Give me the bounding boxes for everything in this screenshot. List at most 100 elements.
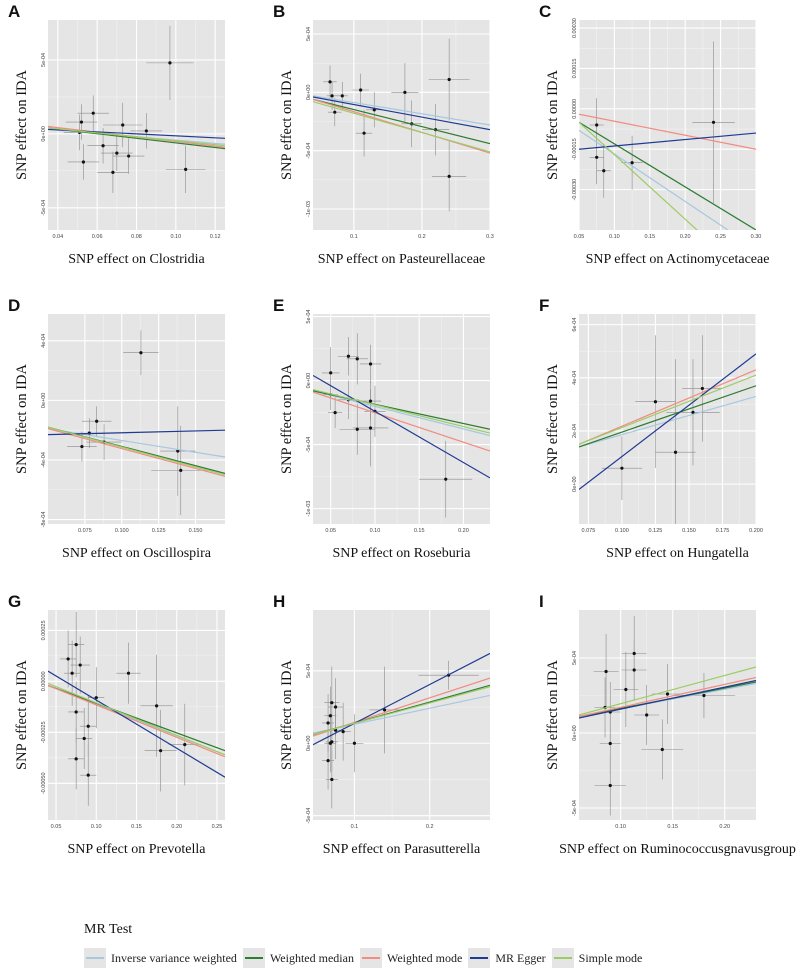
- x-tick-label-g: 0.10: [91, 824, 102, 830]
- legend-key-mr-egger: [468, 948, 491, 968]
- y-tick-label-e: 5e-04: [306, 310, 312, 324]
- data-point: [328, 714, 332, 718]
- gridlines-d: [48, 314, 225, 524]
- x-tick-label-b: 0.3: [486, 234, 494, 240]
- line-weighted-mode: [579, 113, 756, 150]
- y-tick-label-g: -0.00025: [41, 721, 47, 743]
- y-axis-label-b: SNP effect on IDA: [279, 70, 295, 180]
- data-point: [352, 741, 357, 745]
- data-point: [346, 354, 350, 358]
- legend-item-simple-mode: Simple mode: [551, 948, 642, 968]
- legend-key-ivw: [84, 948, 106, 968]
- y-tick-label-i: -5e-04: [572, 800, 578, 816]
- line-weighted-mode: [313, 391, 490, 452]
- y-axis-label-e: SNP effect on IDA: [279, 364, 295, 474]
- y-tick-label-c: 0.00000: [572, 99, 578, 119]
- line-mr-egger: [48, 429, 225, 436]
- legend-item-weighted-mode: Weighted mode: [359, 948, 462, 968]
- y-tick-label-b: -5e-04: [306, 143, 312, 159]
- line-mr-egger: [313, 96, 490, 131]
- legend-key-weighted-median: [242, 948, 265, 968]
- data-point: [368, 426, 373, 430]
- legend-item-mr-egger: MR Egger: [468, 948, 546, 968]
- x-axis-label-c: SNP effect on Actinomycetaceae: [586, 252, 770, 267]
- line-simple-mode: [313, 388, 490, 434]
- x-tick-label-d: 0.075: [78, 528, 92, 534]
- line-simple-mode: [579, 666, 756, 716]
- line-simple-mode: [313, 686, 490, 736]
- data-point: [653, 400, 658, 404]
- regression-lines-a: [48, 125, 225, 150]
- line-mr-egger: [579, 679, 756, 719]
- y-tick-label-a: -5e-04: [41, 200, 47, 216]
- line-simple-mode: [48, 682, 225, 756]
- data-point: [328, 80, 332, 84]
- gridlines-a: [48, 20, 225, 230]
- points-g: [60, 612, 201, 806]
- x-tick-label-d: 0.100: [115, 528, 129, 534]
- data-point: [355, 357, 359, 361]
- line-simple-mode: [579, 374, 756, 445]
- line-mr-egger: [579, 353, 756, 490]
- y-tick-label-g: -0.00050: [41, 772, 47, 794]
- x-axis-label-i: SNP effect on Ruminococcusgnavusgroup: [559, 842, 796, 857]
- y-tick-label-d: 4e-04: [41, 334, 47, 348]
- data-point: [144, 129, 148, 133]
- points-i: [593, 616, 736, 816]
- points-f: [601, 335, 723, 524]
- x-axis-label-e: SNP effect on Roseburia: [332, 546, 471, 561]
- y-tick-label-a: 5e-04: [41, 53, 47, 67]
- data-point: [94, 696, 98, 700]
- data-point: [184, 167, 188, 171]
- x-tick-label-h: 0.2: [426, 824, 434, 830]
- y-tick-label-d: -8e-04: [41, 512, 47, 528]
- data-point: [333, 110, 337, 114]
- x-axis-label-a: SNP effect on Clostridia: [68, 252, 205, 267]
- panel-letter-b: B: [273, 2, 285, 21]
- x-tick-label-f: 0.100: [615, 528, 629, 534]
- points-d: [67, 330, 211, 516]
- panel-letter-a: A: [8, 2, 20, 21]
- legend-title: MR Test: [84, 922, 133, 937]
- data-point: [155, 704, 159, 708]
- data-point: [340, 94, 344, 98]
- panel-letter-e: E: [273, 296, 284, 315]
- line-weighted-median: [579, 385, 756, 448]
- panel-i: 0.10 0.15 0.20 -5e-04 0e+00 5e-04 I SNP effect …: [539, 592, 796, 857]
- y-tick-label-b: 0e+00: [306, 85, 312, 100]
- panel-letter-c: C: [539, 2, 551, 21]
- legend-swatch-ivw: [86, 957, 104, 959]
- panel-g: 0.05 0.10 0.15 0.20 0.25 -0.00050 -0.00025 0.00…: [8, 592, 225, 857]
- gridlines-f: [579, 314, 756, 524]
- y-tick-label-f: 2e-04: [572, 424, 578, 438]
- data-point: [444, 477, 448, 481]
- regression-lines-e: [313, 374, 490, 479]
- y-axis-label-h: SNP effect on IDA: [279, 660, 295, 770]
- x-tick-label-b: 0.2: [418, 234, 426, 240]
- data-point: [620, 466, 624, 470]
- data-point: [604, 669, 608, 674]
- data-point: [700, 386, 704, 391]
- y-tick-label-e: 0e+00: [306, 373, 312, 388]
- x-tick-label-c: 0.15: [644, 234, 655, 240]
- legend-key-simple-mode: [551, 948, 574, 968]
- plot-background-b: [313, 20, 490, 230]
- line-simple-mode: [48, 127, 225, 147]
- y-axis-label-d: SNP effect on IDA: [14, 364, 30, 474]
- data-point: [115, 151, 119, 155]
- legend-key-weighted-mode: [359, 948, 382, 968]
- data-point: [608, 783, 612, 788]
- data-point: [341, 730, 345, 734]
- line-weighted-mode: [48, 684, 225, 758]
- y-tick-label-g: 0.00025: [41, 620, 47, 640]
- y-tick-label-h: -5e-04: [306, 808, 312, 824]
- data-point: [95, 419, 99, 423]
- y-tick-label-a: 0e+00: [41, 126, 47, 141]
- data-point: [368, 362, 373, 366]
- y-axis-label-f: SNP effect on IDA: [545, 364, 561, 474]
- panel-d: 0.075 0.100 0.125 0.150 -8e-04 -4e-04 0e+00 4e-…: [8, 296, 225, 561]
- panel-letter-g: G: [8, 592, 21, 611]
- legend-label-mr-egger: MR Egger: [495, 950, 546, 965]
- data-point: [333, 410, 337, 415]
- panel-f: 0.075 0.100 0.125 0.150 0.175 0.200 0e+00 2e-04…: [539, 296, 763, 561]
